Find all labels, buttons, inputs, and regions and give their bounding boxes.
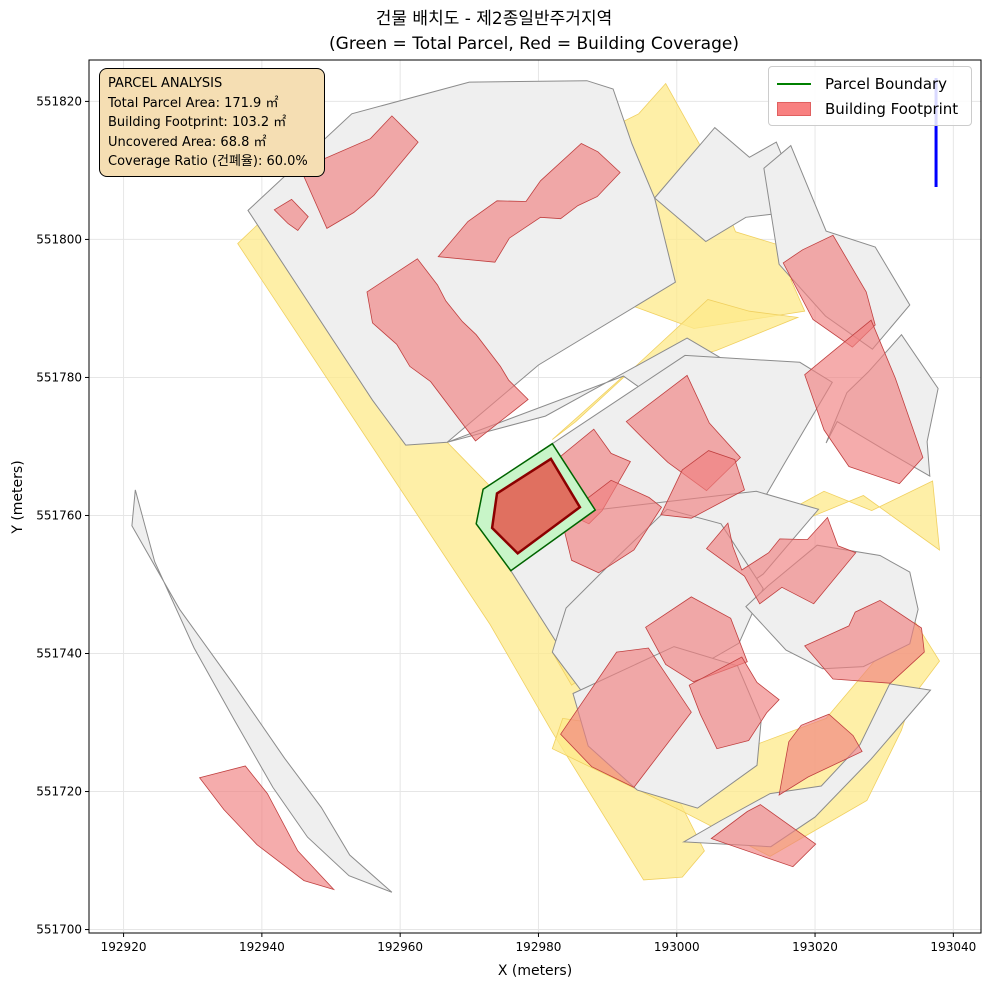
building-footprint <box>804 319 924 485</box>
chart-title-line1: 건물 배치도 - 제2종일반주거지역 <box>376 9 612 29</box>
y-tick-label: 551800 <box>36 232 82 246</box>
x-tick-label: 193040 <box>930 940 976 954</box>
target-building[interactable] <box>490 457 582 556</box>
y-tick-label: 551700 <box>36 923 82 937</box>
building-footprint <box>273 198 309 232</box>
parcel-polygon <box>681 683 932 848</box>
legend: Parcel Boundary Building Footprint <box>768 66 972 126</box>
building-footprint <box>688 656 780 750</box>
parcel-polygon <box>131 489 393 893</box>
building-footprint <box>778 713 863 796</box>
building-footprint <box>660 450 745 519</box>
y-axis-label: Y (meters) <box>10 460 26 534</box>
building-footprint <box>366 258 529 442</box>
building-footprint <box>804 599 925 684</box>
analysis-heading: PARCEL ANALYSIS <box>108 76 223 91</box>
x-axis-label: X (meters) <box>498 963 572 979</box>
axis-ticks: 192920 192940 192960 192980 193000 193020 1930… <box>36 94 976 954</box>
analysis-footprint: Building Footprint: 103.2 ㎡ <box>108 115 287 131</box>
legend-item-parcel: Parcel Boundary <box>777 72 947 96</box>
x-tick-label: 193000 <box>654 940 700 954</box>
building-footprint <box>560 647 692 788</box>
building-footprint <box>300 115 419 229</box>
x-tick-label: 192980 <box>516 940 562 954</box>
analysis-uncovered: Uncovered Area: 68.8 ㎡ <box>108 134 267 150</box>
y-tick-label: 551780 <box>36 370 82 384</box>
y-tick-label: 551720 <box>36 785 82 799</box>
building-footprint <box>198 765 336 891</box>
target-parcel-layer <box>475 442 597 572</box>
building-footprint <box>710 804 817 868</box>
parcel-line-swatch <box>777 77 811 91</box>
x-tick-label: 192940 <box>239 940 285 954</box>
plot-frame <box>88 59 982 934</box>
map-layer <box>131 77 940 893</box>
y-tick-label: 551820 <box>36 94 82 108</box>
building-patch-swatch <box>777 102 811 116</box>
legend-parcel-label: Parcel Boundary <box>825 75 948 93</box>
analysis-coverage-ratio: Coverage Ratio (건폐율): 60.0% <box>108 154 308 170</box>
y-tick-label: 551760 <box>36 508 82 522</box>
chart-title-line2: (Green = Total Parcel, Red = Building Co… <box>329 34 739 54</box>
building-footprint <box>645 596 748 683</box>
x-tick-label: 192960 <box>377 940 423 954</box>
parcel-analysis-box: PARCEL ANALYSIS Total Parcel Area: 171.9… <box>99 68 325 177</box>
x-tick-label: 192920 <box>101 940 147 954</box>
y-tick-label: 551740 <box>36 647 82 661</box>
legend-item-building: Building Footprint <box>777 97 958 121</box>
analysis-total-area: Total Parcel Area: 171.9 ㎡ <box>108 95 279 111</box>
building-footprint <box>705 516 857 605</box>
legend-building-label: Building Footprint <box>825 100 959 118</box>
x-tick-label: 193020 <box>792 940 838 954</box>
building-footprint <box>437 143 621 263</box>
building-footprint <box>782 234 876 348</box>
